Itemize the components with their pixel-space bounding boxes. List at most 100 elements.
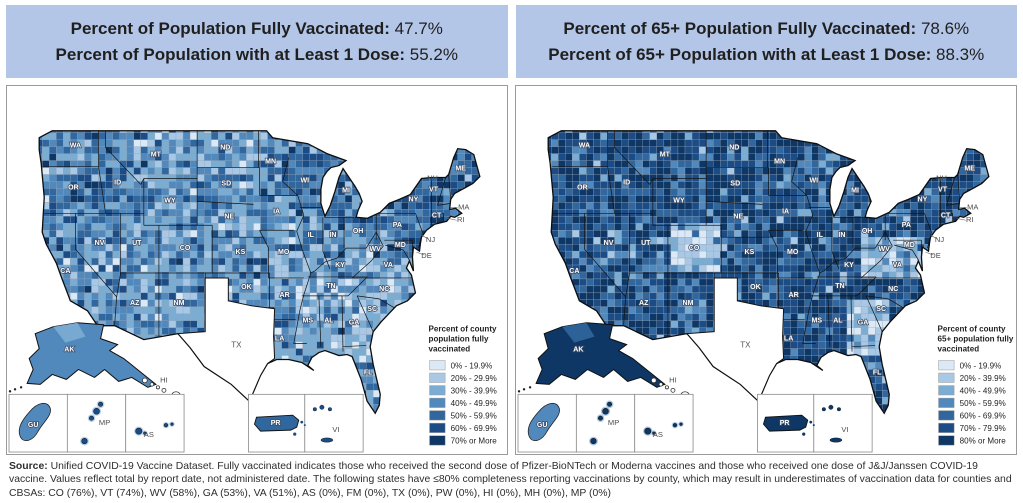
stat-value: 55.2% <box>409 45 458 65</box>
state-label-AZ: AZ <box>130 300 140 307</box>
state-label-NE: NE <box>224 213 234 220</box>
legend-swatch <box>938 359 955 370</box>
legend-swatch <box>429 385 446 395</box>
stat-label: Percent of 65+ Population with at Least … <box>548 45 932 65</box>
legend-swatch <box>938 422 955 433</box>
state-label-VT: VT <box>938 186 948 193</box>
state-label-MP: MP <box>608 418 619 427</box>
state-label-WA: WA <box>70 142 81 149</box>
state-label-VT: VT <box>429 186 439 193</box>
stat-line: Percent of Population with at Least 1 Do… <box>14 42 500 68</box>
state-label-AZ: AZ <box>639 300 649 307</box>
state-label-DE: DE <box>930 251 940 260</box>
state-label-CA: CA <box>569 268 579 275</box>
source-note: Source: Unified COVID-19 Vaccine Dataset… <box>0 455 1023 501</box>
state-label-MS: MS <box>812 317 823 324</box>
legend-swatch <box>429 410 446 421</box>
state-label-GU: GU <box>537 422 548 429</box>
state-label-MI: MI <box>342 187 350 194</box>
state-label-OH: OH <box>862 228 873 235</box>
state-label-OK: OK <box>750 284 761 291</box>
legend-class-label: 0% - 19.9% <box>451 361 493 370</box>
source-label: Source: <box>9 460 48 472</box>
state-label-NY: NY <box>918 196 928 203</box>
state-label-WV: WV <box>370 246 382 253</box>
state-label-MP: MP <box>99 418 110 427</box>
summary-box-total-population: Percent of Population Fully Vaccinated: … <box>6 5 508 78</box>
stat-line: Percent of Population Fully Vaccinated: … <box>14 16 500 42</box>
state-label-TX: TX <box>740 340 751 349</box>
state-label-NH: NH <box>936 173 947 182</box>
legend-title-line: vaccinated <box>938 344 980 353</box>
state-label-OH: OH <box>353 228 364 235</box>
state-label-TN: TN <box>835 283 844 290</box>
state-label-NJ: NJ <box>935 235 944 244</box>
state-label-KY: KY <box>844 262 854 269</box>
state-label-HI: HI <box>160 375 168 384</box>
guam-shape <box>18 402 51 441</box>
state-label-AR: AR <box>789 292 799 299</box>
state-label-IN: IN <box>329 232 336 239</box>
legend-swatch <box>938 397 955 408</box>
state-label-AL: AL <box>833 317 843 324</box>
state-label-AK: AK <box>64 346 74 353</box>
stat-line: Percent of 65+ Population with at Least … <box>524 42 1010 68</box>
stat-line: Percent of 65+ Population Fully Vaccinat… <box>524 16 1010 42</box>
summary-box-65plus-population: Percent of 65+ Population Fully Vaccinat… <box>515 5 1017 78</box>
alaska-shape <box>8 321 157 393</box>
state-label-WY: WY <box>673 197 685 204</box>
legend-class-label: 50% - 59.9% <box>960 399 1006 408</box>
state-label-MO: MO <box>787 249 799 256</box>
legend-swatch <box>429 372 446 383</box>
texas-no-data-shape <box>685 277 785 402</box>
alaska-shape <box>517 321 666 393</box>
state-label-MT: MT <box>660 151 671 158</box>
state-label-PA: PA <box>393 222 402 229</box>
state-label-NE: NE <box>733 213 743 220</box>
legend-class-label: 80% or More <box>960 436 1007 445</box>
state-label-TN: TN <box>326 283 335 290</box>
state-label-OK: OK <box>241 284 252 291</box>
state-label-MA: MA <box>458 202 469 211</box>
state-label-IA: IA <box>273 208 280 215</box>
legend-swatch <box>938 410 955 421</box>
us-county-map-65plus: WA OR CA NV ID MT WY UT CO AZ NM ND SD NE KS OK TX MN IA MO… <box>517 129 1014 453</box>
legend-title-line: Percent of county <box>429 324 498 333</box>
state-label-SC: SC <box>367 305 377 312</box>
state-label-NH: NH <box>427 173 438 182</box>
state-label-SD: SD <box>221 180 231 187</box>
legend-swatch <box>938 372 955 383</box>
state-label-MN: MN <box>774 158 785 165</box>
state-label-PR: PR <box>271 420 281 427</box>
state-label-SC: SC <box>876 305 886 312</box>
state-label-CT: CT <box>432 212 442 219</box>
maps-row: WA OR CA NV ID MT WY UT CO AZ NM ND SD NE KS OK TX MN IA MO… <box>0 78 1023 455</box>
state-label-ME: ME <box>964 165 975 172</box>
state-label-TX: TX <box>231 340 242 349</box>
state-label-MT: MT <box>151 151 162 158</box>
legend-class-label: 0% - 19.9% <box>960 361 1002 370</box>
state-label-MN: MN <box>265 158 276 165</box>
state-label-HI: HI <box>669 375 677 384</box>
source-text: Unified COVID-19 Vaccine Dataset. Fully … <box>9 460 1012 499</box>
territory-insets <box>517 393 873 453</box>
state-label-CO: CO <box>689 245 700 252</box>
state-label-WA: WA <box>579 142 590 149</box>
state-label-PR: PR <box>780 420 790 427</box>
state-label-NC: NC <box>888 286 898 293</box>
state-label-AL: AL <box>324 317 334 324</box>
state-label-IN: IN <box>838 232 845 239</box>
state-label-LA: LA <box>275 335 284 342</box>
legend-title-line: Percent of county <box>938 324 1007 333</box>
state-label-NY: NY <box>409 196 419 203</box>
state-label-IA: IA <box>782 208 789 215</box>
state-label-NV: NV <box>604 240 614 247</box>
legend-class-label: 20% - 29.9% <box>451 374 497 383</box>
legend-class-label: 20% - 39.9% <box>960 374 1006 383</box>
stat-label: Percent of 65+ Population Fully Vaccinat… <box>563 19 917 38</box>
state-label-KS: KS <box>236 249 246 256</box>
legend-class-label: 70% or More <box>451 436 498 445</box>
state-label-KY: KY <box>335 262 345 269</box>
legend-swatch <box>429 359 446 370</box>
